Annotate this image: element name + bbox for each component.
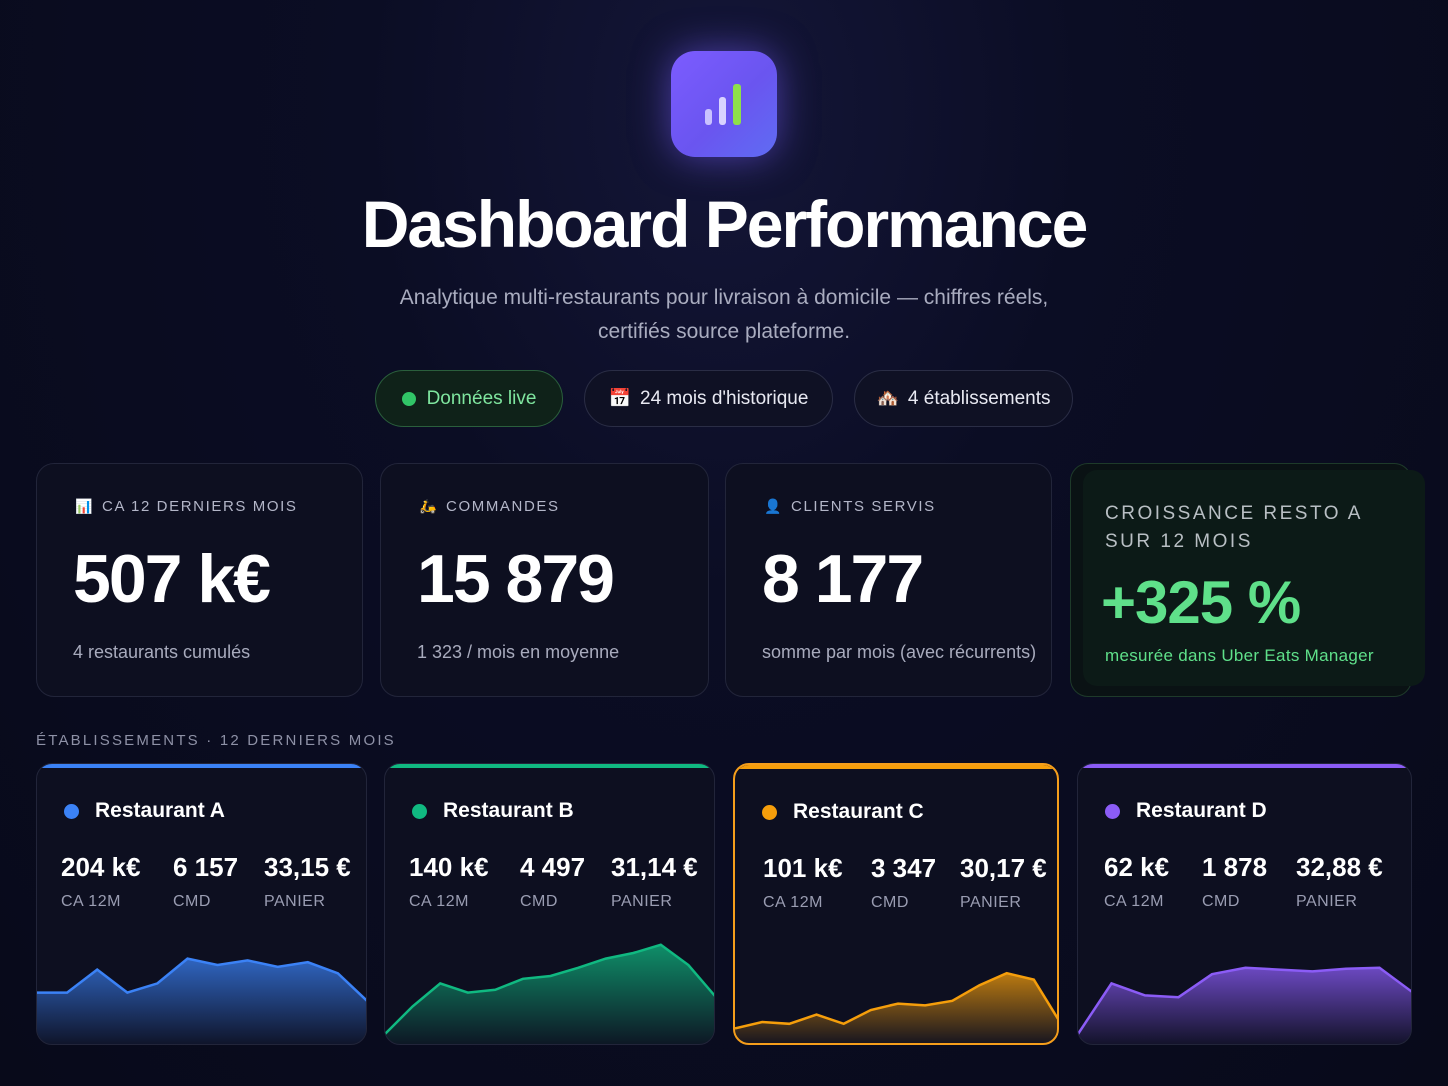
stat-basket: 32,88 € PANIER (1296, 852, 1383, 911)
sparkline-line (1078, 966, 1411, 1035)
logo (671, 51, 777, 157)
stat-value: 6 157 (173, 852, 239, 882)
stat-orders: 3 347 CMD (871, 853, 936, 912)
stat-label: PANIER (1296, 893, 1358, 910)
pill-label: Données live (426, 387, 537, 409)
sparkline-chart (385, 943, 714, 1044)
restaurant-name: Restaurant D (1136, 799, 1267, 822)
bar-chart-icon (705, 84, 741, 125)
stat-label: PANIER (611, 893, 673, 910)
page-title: Dashboard Performance (361, 187, 1089, 261)
stat-value: 4 497 (520, 852, 586, 882)
scooter-icon: 🛵 (419, 498, 439, 514)
kpi-value: 8 177 (762, 541, 924, 617)
restaurant-card-a[interactable]: Restaurant A 204 k€ CA 12M 6 157 CMD 33,15 € P… (36, 763, 367, 1045)
live-dot-icon (401, 391, 416, 406)
houses-icon: 🏘️ (876, 388, 899, 408)
stat-label: PANIER (960, 894, 1022, 911)
chart-icon: 📊 (75, 498, 95, 514)
pill-history[interactable]: 📅 24 mois d'historique (584, 370, 833, 427)
sparkline-chart (37, 957, 366, 1044)
sparkline-line (735, 971, 1057, 1030)
stat-label: CA 12M (61, 893, 121, 910)
stat-label: PANIER (264, 893, 326, 910)
stat-orders: 1 878 CMD (1202, 852, 1267, 911)
kpi-label: 👤 Clients servis (764, 498, 936, 515)
sparkline-line (385, 943, 714, 1035)
sparkline-area (1078, 967, 1411, 1044)
sparkline-line (37, 957, 366, 1002)
restaurant-card-b[interactable]: Restaurant B 140 k€ CA 12M 4 497 CMD 31,14 € P… (384, 763, 715, 1045)
calendar-icon: 📅 (608, 388, 632, 408)
growth-label: Croissance Resto A sur 12 mois (1105, 503, 1362, 552)
stat-revenue: 204 k€ CA 12M (61, 852, 141, 911)
kpi-card-growth: Croissance Resto A sur 12 mois +325 % me… (1070, 463, 1425, 697)
kpi-value: 507 k€ (73, 541, 271, 617)
user-icon: 👤 (764, 498, 784, 514)
stat-orders: 6 157 CMD (173, 852, 238, 911)
stat-value: 33,15 € (264, 852, 351, 882)
growth-subtext: mesurée dans Uber Eats Manager (1105, 646, 1374, 665)
stat-label: CMD (871, 894, 909, 911)
stat-label: CA 12M (763, 894, 823, 911)
page-subtitle: Analytique multi-restaurants pour livrai… (399, 286, 1049, 343)
card-accent-bar (37, 764, 366, 768)
growth-value: +325 % (1101, 569, 1301, 636)
stat-basket: 33,15 € PANIER (264, 852, 351, 911)
sparkline-chart (1078, 966, 1411, 1044)
kpi-label: 🛵 Commandes (419, 498, 560, 515)
restaurant-name: Restaurant C (793, 800, 924, 823)
restaurant-name: Restaurant A (95, 799, 225, 822)
growth-panel: Croissance Resto A sur 12 mois +325 % me… (1083, 470, 1425, 686)
kpi-card-revenue: 📊 CA 12 derniers mois 507 k€ 4 restaurant… (36, 463, 363, 697)
kpi-card-orders: 🛵 Commandes 15 879 1 323 / mois en moyenn… (380, 463, 709, 697)
card-accent-bar (735, 765, 1057, 769)
stat-value: 140 k€ (409, 852, 489, 882)
stat-label: CMD (520, 893, 558, 910)
pill-label: 24 mois d'historique (640, 387, 809, 409)
stat-revenue: 62 k€ CA 12M (1104, 852, 1169, 911)
stat-label: CMD (173, 893, 211, 910)
sparkline-area (735, 973, 1057, 1043)
sparkline-area (37, 958, 366, 1044)
stat-value: 62 k€ (1104, 852, 1170, 882)
stat-revenue: 140 k€ CA 12M (409, 852, 489, 911)
stat-basket: 31,14 € PANIER (611, 852, 698, 911)
stat-value: 30,17 € (960, 853, 1047, 883)
stat-orders: 4 497 CMD (520, 852, 585, 911)
kpi-value: 15 879 (417, 541, 615, 617)
status-dot-icon (64, 804, 79, 819)
stat-value: 1 878 (1202, 852, 1268, 882)
kpi-subtext: somme par mois (avec récurrents) (762, 642, 1037, 662)
sparkline-area (385, 944, 714, 1044)
card-accent-bar (385, 764, 714, 768)
status-dot-icon (1105, 804, 1120, 819)
restaurant-name: Restaurant B (443, 799, 574, 822)
kpi-subtext: 1 323 / mois en moyenne (417, 642, 620, 662)
kpi-subtext: 4 restaurants cumulés (73, 642, 251, 662)
kpi-label: 📊 CA 12 derniers mois (75, 498, 298, 515)
sparkline-chart (735, 971, 1057, 1043)
restaurant-card-c[interactable]: Restaurant C 101 k€ CA 12M 3 347 CMD 30,17 € P… (733, 763, 1059, 1045)
status-dot-icon (412, 804, 427, 819)
stat-value: 32,88 € (1296, 852, 1383, 882)
stat-label: CMD (1202, 893, 1240, 910)
stat-value: 3 347 (871, 853, 937, 883)
section-label: Établissements · 12 derniers mois (36, 732, 396, 749)
status-dot-icon (762, 805, 777, 820)
pill-label: 4 établissements (907, 387, 1051, 409)
stat-revenue: 101 k€ CA 12M (763, 853, 843, 912)
stat-label: CA 12M (409, 893, 469, 910)
pill-live-data[interactable]: Données live (375, 370, 563, 427)
stat-value: 31,14 € (611, 852, 698, 882)
pill-establishments[interactable]: 🏘️ 4 établissements (854, 370, 1073, 427)
restaurant-card-d[interactable]: Restaurant D 62 k€ CA 12M 1 878 CMD 32,88 € PA… (1077, 763, 1412, 1045)
stat-basket: 30,17 € PANIER (960, 853, 1047, 912)
stat-label: CA 12M (1104, 893, 1164, 910)
stat-value: 101 k€ (763, 853, 843, 883)
kpi-card-clients: 👤 Clients servis 8 177 somme par mois (av… (725, 463, 1052, 697)
stat-value: 204 k€ (61, 852, 141, 882)
card-accent-bar (1078, 764, 1411, 768)
